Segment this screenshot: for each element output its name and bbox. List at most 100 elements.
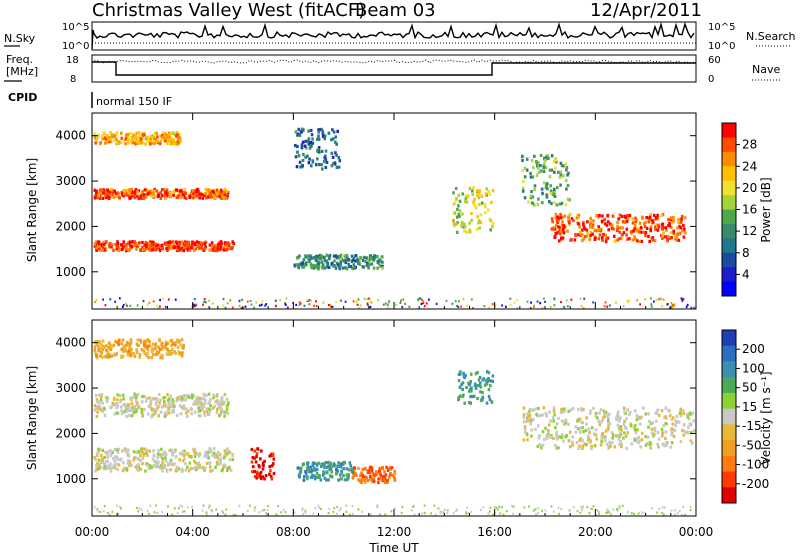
data-cell — [107, 346, 111, 350]
data-cell — [161, 131, 165, 135]
data-cell — [157, 449, 160, 453]
data-cell — [323, 466, 326, 470]
scatter-cell — [386, 303, 389, 307]
data-cell — [145, 448, 149, 452]
data-cell — [271, 453, 275, 457]
data-cell — [159, 410, 163, 414]
data-cell — [141, 461, 144, 466]
data-cell — [300, 143, 304, 147]
scatter-cell — [488, 306, 490, 309]
data-cell — [670, 417, 674, 421]
data-cell — [163, 139, 167, 143]
data-cell — [344, 260, 348, 265]
data-cell — [577, 222, 581, 226]
data-cell — [344, 255, 347, 259]
scatter-cell — [505, 305, 507, 308]
scatter-cell — [462, 298, 465, 301]
scatter-cell — [530, 301, 532, 304]
data-cell — [142, 248, 146, 252]
freq-tick-bottom: 8 — [70, 74, 76, 85]
data-cell — [585, 228, 589, 232]
data-cell — [457, 379, 461, 383]
data-cell — [607, 416, 610, 420]
x-tick-label: 12:00 — [377, 525, 412, 539]
scatter-cell — [467, 511, 470, 515]
scatter-cell — [422, 300, 424, 303]
data-cell — [317, 163, 321, 167]
data-cell — [586, 231, 589, 235]
scatter-cell — [661, 506, 664, 509]
data-cell — [111, 133, 114, 137]
data-cell — [555, 160, 558, 164]
data-cell — [95, 464, 98, 468]
data-cell — [161, 405, 165, 409]
data-cell — [93, 408, 97, 412]
scatter-cell — [120, 507, 122, 510]
scatter-cell — [181, 510, 184, 513]
data-cell — [585, 443, 588, 447]
data-cell — [100, 351, 103, 355]
data-cell — [218, 195, 222, 199]
data-cell — [561, 215, 565, 219]
data-cell — [136, 392, 140, 396]
data-cell — [564, 179, 568, 183]
data-cell — [223, 192, 226, 196]
data-cell — [120, 405, 123, 409]
data-cell — [197, 461, 201, 465]
data-cell — [668, 414, 672, 418]
data-cell — [193, 410, 197, 414]
scatter-cell — [446, 509, 449, 512]
data-cell — [457, 212, 461, 216]
data-cell — [144, 195, 148, 199]
data-cell — [336, 261, 339, 265]
scatter-cell — [568, 509, 571, 512]
data-cell — [648, 218, 652, 222]
data-cell — [455, 230, 459, 234]
data-cell — [126, 461, 130, 465]
data-cell — [552, 419, 555, 423]
scatter-cell — [146, 510, 149, 513]
data-cell — [347, 264, 351, 269]
data-cell — [320, 462, 323, 467]
data-cell — [329, 461, 332, 465]
colorbar-tick-label: 20 — [742, 181, 757, 195]
data-cell — [616, 434, 620, 438]
scatter-cell — [232, 513, 235, 516]
scatter-cell — [96, 509, 99, 512]
data-cell — [669, 445, 672, 449]
scatter-cell — [412, 505, 414, 508]
data-cell — [313, 474, 317, 478]
scatter-cell — [194, 304, 197, 307]
scatter-cell — [159, 305, 161, 308]
data-cell — [677, 232, 681, 236]
data-cell — [262, 463, 265, 468]
data-cell — [330, 470, 334, 474]
data-cell — [185, 241, 189, 245]
data-cell — [555, 433, 558, 437]
data-cell — [604, 237, 608, 241]
data-cell — [132, 194, 136, 198]
data-cell — [543, 181, 546, 185]
data-cell — [204, 466, 207, 470]
scatter-cell — [433, 504, 436, 507]
data-cell — [150, 415, 153, 419]
data-cell — [310, 256, 313, 260]
scatter-cell — [336, 505, 339, 509]
data-cell — [626, 237, 629, 241]
data-cell — [463, 401, 466, 405]
scatter-cell — [201, 509, 204, 512]
data-cell — [117, 248, 121, 253]
data-cell — [108, 137, 111, 141]
data-cell — [126, 193, 129, 197]
scatter-cell — [536, 300, 539, 303]
data-cell — [138, 353, 142, 357]
data-cell — [129, 338, 133, 342]
data-cell — [313, 256, 317, 260]
data-cell — [560, 407, 563, 411]
data-cell — [657, 223, 660, 227]
data-cell — [109, 131, 112, 135]
data-cell — [474, 206, 478, 210]
data-cell — [105, 135, 109, 140]
data-cell — [670, 225, 673, 230]
colorbar-swatch — [722, 471, 736, 488]
